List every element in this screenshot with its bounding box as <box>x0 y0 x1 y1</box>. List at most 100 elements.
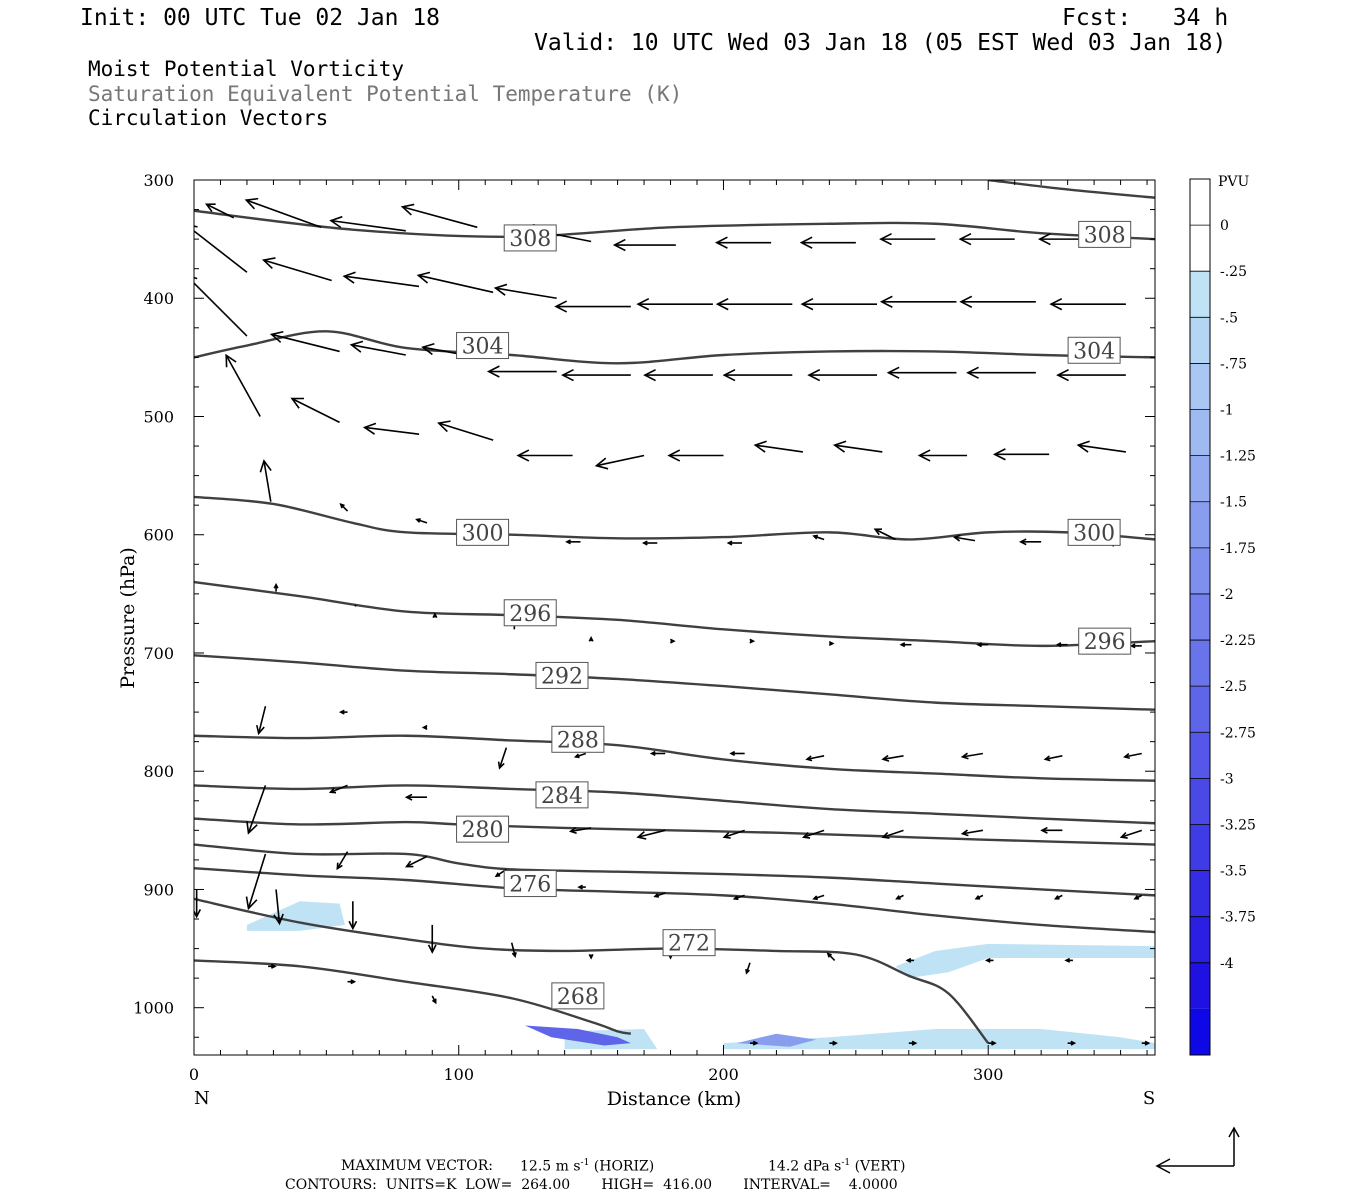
colorbar-segment <box>1190 225 1210 272</box>
y-tick-label: 400 <box>143 289 174 308</box>
colorbar-segment <box>1190 363 1210 410</box>
colorbar-tick-label: -3.25 <box>1220 817 1256 833</box>
circulation-vector <box>194 225 248 273</box>
theta-contour-line <box>194 817 1155 846</box>
y-tick-label: 300 <box>143 171 174 190</box>
circulation-vector <box>974 894 984 900</box>
contour-label: 300 <box>456 518 510 546</box>
colorbar-tick-label: -1.25 <box>1220 449 1256 465</box>
colorbar-segment <box>1190 317 1210 364</box>
colorbar-segment <box>1190 640 1210 687</box>
theta-contour-line <box>988 180 1155 199</box>
colorbar-segment <box>1190 732 1210 779</box>
colorbar-tick-label: -2 <box>1220 587 1234 603</box>
circulation-vector <box>1040 826 1063 834</box>
circulation-vector <box>339 503 349 512</box>
svg-text:300: 300 <box>1073 521 1115 546</box>
circulation-vector <box>800 297 878 311</box>
circulation-vector <box>244 197 322 229</box>
x-tick-label: 0 <box>189 1065 199 1084</box>
field-title-vectors: Circulation Vectors <box>88 106 329 130</box>
max-vector-label: MAXIMUM VECTOR: <box>341 1158 493 1174</box>
circulation-vector <box>328 784 348 794</box>
contour-labels: 308 308 304 304 300 300 296 296 292 288 284 280 276 2… <box>456 220 1132 1010</box>
x-tick-label: 200 <box>708 1065 739 1084</box>
colorbar-tick-label: -3 <box>1220 771 1234 787</box>
contour-label: 296 <box>1078 627 1132 655</box>
circulation-vector <box>273 889 284 926</box>
valid-time: Valid: 10 UTC Wed 03 Jan 18 (05 EST Wed … <box>534 30 1227 56</box>
circulation-vector <box>966 366 1036 379</box>
forecast-hour: Fcst: 34 h <box>1062 5 1229 31</box>
svg-text:268: 268 <box>557 985 599 1010</box>
contour-label: 272 <box>662 929 716 957</box>
circulation-vector <box>1076 440 1126 453</box>
circulation-vector <box>899 642 912 648</box>
svg-text:308: 308 <box>509 227 551 252</box>
circulation-vector <box>832 440 883 453</box>
circulation-vector <box>881 754 904 762</box>
contour-label: 268 <box>551 982 605 1010</box>
circulation-vector <box>256 705 267 736</box>
circulation-vector <box>577 884 586 890</box>
theta-contour-line <box>194 495 1155 541</box>
theta-contour-line <box>194 209 1155 241</box>
contour-label: 304 <box>456 332 510 360</box>
circulation-vector <box>1056 368 1126 382</box>
circulation-vector <box>415 518 428 524</box>
colorbar-segment <box>1190 962 1210 1009</box>
circulation-vector <box>612 238 676 252</box>
svg-text:284: 284 <box>541 784 583 809</box>
field-title-mpv: Moist Potential Vorticity <box>88 57 405 81</box>
axes: 300 400 500 600 700 800 900 1000 0 100 200 300 <box>133 171 1155 1084</box>
y-axis-label: Pressure (hPa) <box>117 547 139 689</box>
x-tick-label: 100 <box>443 1065 474 1084</box>
contour-label: 308 <box>503 224 557 252</box>
svg-text:288: 288 <box>557 728 599 753</box>
y-tick-label: 600 <box>143 526 174 545</box>
plot-frame <box>193 179 1156 1056</box>
circulation-vector <box>667 449 724 462</box>
circulation-vector <box>568 827 592 835</box>
circulation-vector <box>952 534 976 542</box>
circulation-vector <box>826 952 836 961</box>
colorbar-tick-label: -2.25 <box>1220 633 1256 649</box>
circulation-vector <box>404 793 427 801</box>
contour-label: 280 <box>456 815 510 843</box>
svg-text:280: 280 <box>462 818 504 843</box>
circulation-vector <box>554 300 631 313</box>
colorbar-tick-label: -1.5 <box>1220 495 1247 511</box>
theta-contour-line <box>194 897 990 1044</box>
circulation-vector <box>1129 643 1142 649</box>
circulation-vector <box>802 829 825 839</box>
theta-contour-line <box>194 866 1155 934</box>
colorbar-tick-label: -.25 <box>1220 264 1247 280</box>
circulation-vector <box>400 203 478 229</box>
circulation-vector <box>427 924 437 954</box>
circulation-vector <box>1119 829 1143 839</box>
circulation-vector <box>715 297 793 311</box>
contour-info: CONTOURS: UNITS=K LOW= 264.00 HIGH= 416.… <box>285 1177 898 1193</box>
field-title-thetaes: Saturation Equivalent Potential Temperat… <box>88 82 683 106</box>
circulation-vector <box>1064 957 1073 963</box>
circulation-vector <box>714 236 772 249</box>
circulation-vector <box>245 853 267 911</box>
circulation-vector <box>879 295 957 308</box>
circulation-vector <box>259 459 272 502</box>
circulation-vector <box>486 365 557 378</box>
max-vector-horiz: 12.5 m s-1 (HORIZ) <box>520 1158 655 1175</box>
circulation-vector <box>873 528 896 541</box>
colorbar-segment <box>1190 916 1210 963</box>
colorbar-segment <box>1190 593 1210 641</box>
circulation-vector <box>812 534 825 541</box>
contour-label: 296 <box>503 599 557 627</box>
svg-text:296: 296 <box>1084 630 1126 655</box>
endpoint-north: N <box>194 1088 210 1109</box>
colorbar-segment <box>1190 824 1210 871</box>
circulation-vector <box>829 1040 838 1046</box>
circulation-vector <box>336 851 349 871</box>
x-tick-label: 300 <box>973 1065 1004 1084</box>
circulation-vector <box>510 942 517 958</box>
circulation-vector <box>290 397 340 424</box>
contour-label: 276 <box>503 870 557 898</box>
